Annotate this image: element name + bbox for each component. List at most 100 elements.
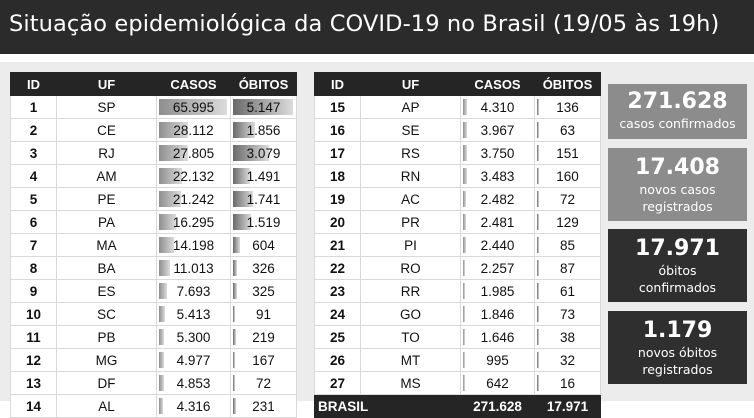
- casos-data-bar: [159, 168, 182, 184]
- summary-card-obitos-confirmados: 17.971 óbitos confirmados: [608, 229, 747, 302]
- obitos-value: 63: [559, 122, 576, 138]
- header-obitos: ÓBITOS: [230, 72, 297, 96]
- total-label: BRASIL: [314, 394, 461, 418]
- casos-value: 4.853: [176, 375, 211, 391]
- cell-id: 16: [314, 118, 361, 142]
- casos-data-bar: [463, 122, 467, 138]
- cell-casos: 14.198: [156, 233, 231, 257]
- cell-id: 26: [314, 348, 361, 372]
- table-row: 1 SP 65.995 5.147: [10, 95, 297, 119]
- obitos-value: 129: [556, 214, 579, 230]
- casos-value: 65.995: [172, 99, 215, 115]
- casos-value: 27.805: [172, 145, 215, 161]
- table-row: 25 TO 1.646 38: [314, 325, 601, 349]
- obitos-data-bar: [233, 191, 253, 207]
- table-row: 12 MG 4.977 167: [10, 348, 297, 372]
- cell-casos: 11.013: [156, 256, 231, 280]
- casos-data-bar: [463, 214, 466, 230]
- obitos-data-bar: [233, 214, 251, 230]
- cell-uf: TO: [360, 325, 461, 349]
- table-row: 24 GO 1.846 73: [314, 302, 601, 326]
- cell-uf: AC: [360, 187, 461, 211]
- summary-value: 271.628: [627, 89, 728, 114]
- casos-data-bar: [463, 306, 465, 322]
- obitos-value: 1.491: [246, 168, 281, 184]
- casos-value: 3.967: [480, 122, 515, 138]
- casos-value: 22.132: [172, 168, 215, 184]
- obitos-data-bar: [233, 122, 255, 138]
- obitos-data-bar: [233, 306, 235, 322]
- obitos-data-bar: [537, 191, 539, 207]
- obitos-data-bar: [233, 329, 236, 345]
- obitos-data-bar: [233, 99, 293, 115]
- cell-obitos: 63: [534, 118, 601, 142]
- table-row: 11 PB 5.300 219: [10, 325, 297, 349]
- cell-id: 1: [10, 95, 57, 119]
- table-row: 6 PA 16.295 1.519: [10, 210, 297, 234]
- cell-uf: PI: [360, 233, 461, 257]
- cell-obitos: 73: [534, 302, 601, 326]
- summary-value: 1.179: [642, 318, 713, 343]
- casos-value: 1.846: [480, 306, 515, 322]
- obitos-data-bar: [537, 329, 539, 345]
- casos-data-bar: [159, 375, 164, 391]
- header-casos: CASOS: [460, 72, 535, 96]
- obitos-data-bar: [233, 375, 235, 391]
- summary-label: óbitos: [658, 263, 697, 278]
- casos-value: 2.257: [480, 260, 515, 276]
- table-row: 13 DF 4.853 72: [10, 371, 297, 395]
- cell-casos: 4.316: [156, 394, 231, 418]
- cell-obitos: 72: [534, 187, 601, 211]
- obitos-data-bar: [537, 352, 539, 368]
- cell-uf: CE: [56, 118, 157, 142]
- casos-data-bar: [463, 99, 467, 115]
- cell-obitos: 5.147: [230, 95, 297, 119]
- casos-value: 642: [486, 375, 509, 391]
- table-body-left: 1 SP 65.995 5.147 2 CE 28.112 1.856 3 RJ 27.805 3.0…: [10, 95, 297, 418]
- cell-casos: 22.132: [156, 164, 231, 188]
- obitos-value: 3.079: [246, 145, 281, 161]
- obitos-value: 32: [559, 352, 576, 368]
- cell-id: 3: [10, 141, 57, 165]
- obitos-data-bar: [537, 237, 539, 253]
- obitos-value: 151: [556, 145, 579, 161]
- casos-data-bar: [159, 329, 164, 345]
- obitos-value: 1.519: [246, 214, 281, 230]
- cell-uf: PA: [56, 210, 157, 234]
- cell-uf: PR: [360, 210, 461, 234]
- cell-obitos: 231: [230, 394, 297, 418]
- obitos-data-bar: [233, 145, 269, 161]
- cell-casos: 27.805: [156, 141, 231, 165]
- obitos-data-bar: [233, 237, 240, 253]
- obitos-data-bar: [537, 145, 539, 161]
- casos-value: 4.977: [176, 352, 211, 368]
- casos-data-bar: [463, 375, 465, 391]
- header-uf: UF: [360, 72, 461, 96]
- casos-value: 28.112: [173, 122, 214, 138]
- cell-obitos: 32: [534, 348, 601, 372]
- states-table-left: ID UF CASOS ÓBITOS 1 SP 65.995 5.147 2 CE 28.1…: [10, 72, 297, 418]
- obitos-value: 136: [556, 99, 579, 115]
- cell-obitos: 38: [534, 325, 601, 349]
- cell-casos: 7.693: [156, 279, 231, 303]
- cell-casos: 2.440: [460, 233, 535, 257]
- obitos-value: 160: [556, 168, 579, 184]
- obitos-data-bar: [537, 168, 539, 184]
- cell-casos: 995: [460, 348, 535, 372]
- obitos-value: 326: [252, 260, 275, 276]
- table-row: 3 RJ 27.805 3.079: [10, 141, 297, 165]
- obitos-data-bar: [537, 122, 539, 138]
- cell-obitos: 129: [534, 210, 601, 234]
- cell-obitos: 219: [230, 325, 297, 349]
- obitos-data-bar: [233, 352, 235, 368]
- casos-value: 1.646: [480, 329, 515, 345]
- casos-value: 3.750: [480, 145, 515, 161]
- table-header-row: ID UF CASOS ÓBITOS: [10, 72, 297, 96]
- casos-data-bar: [463, 352, 465, 368]
- cell-uf: MA: [56, 233, 157, 257]
- cell-id: 11: [10, 325, 57, 349]
- obitos-data-bar: [233, 283, 237, 299]
- table-row: 5 PE 21.242 1.741: [10, 187, 297, 211]
- casos-value: 2.481: [480, 214, 515, 230]
- cell-id: 19: [314, 187, 361, 211]
